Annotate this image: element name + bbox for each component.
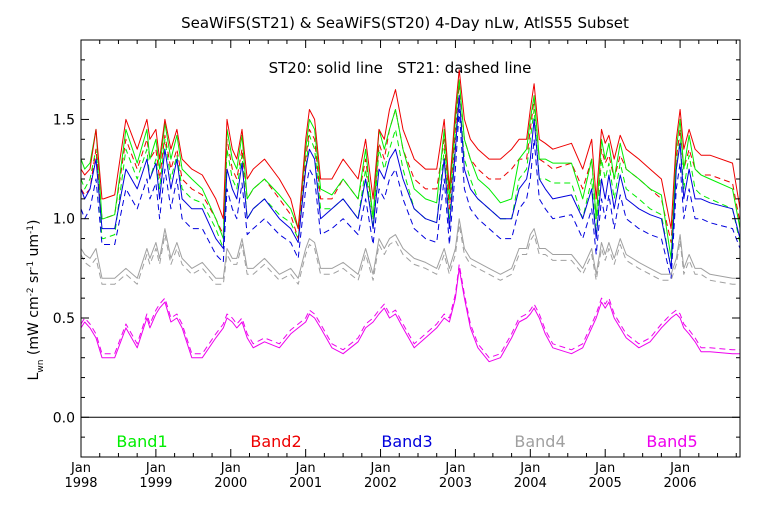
plot-frame [80,39,741,458]
chart-title: SeaWiFS(ST21) & SeaWiFS(ST20) 4-Day nLw,… [181,14,629,32]
series-line-band2-dashed [80,83,741,243]
series-line-band5-solid [80,267,740,363]
x-tick-month: Jan [669,461,690,476]
x-tick-month: Jan [70,461,91,476]
x-tick-month: Jan [145,461,166,476]
x-tick-year: 2001 [289,476,322,491]
legend-label-band1: Band1 [116,432,167,451]
series-line-band4-solid [80,218,740,279]
x-tick-month: Jan [370,461,391,476]
y-tick-label: 1.5 [53,112,75,128]
legend-label-band5: Band5 [646,432,697,451]
x-tick-year: 2002 [364,476,397,491]
y-axis-label: Lwn (mW cm-2 sr-1 um-1) [26,220,46,381]
line-style-annotation: ST20: solid line ST21: dashed line [269,59,532,77]
series-line-band3-solid [80,95,741,269]
axes: 0.00.51.01.5Jan1998Jan1999Jan2000Jan2001… [53,39,741,491]
x-tick-month: Jan [594,461,615,476]
x-tick-year: 2000 [214,476,247,491]
series-line-band3-dashed [80,109,741,279]
x-tick-year: 2005 [589,476,622,491]
svg-text:Lwn (mW cm-2 sr-1 um-1): Lwn (mW cm-2 sr-1 um-1) [26,220,46,381]
x-tick-year: 2006 [664,476,697,491]
x-tick-year: 1998 [64,476,97,491]
x-tick-year: 2003 [439,476,472,491]
x-tick-month: Jan [220,461,241,476]
y-tick-label: 0.5 [53,311,75,327]
x-tick-month: Jan [519,461,540,476]
series-line-band2-solid [80,69,741,230]
legend: Band1 Band2 Band3 Band4 Band5 [116,432,697,451]
x-tick-year: 1999 [139,476,172,491]
x-tick-month: Jan [444,461,465,476]
y-tick-label: 1.0 [53,212,75,228]
series-line-band1-solid [80,79,741,259]
legend-label-band3: Band3 [381,432,432,451]
x-tick-month: Jan [295,461,316,476]
series-line-band5-dashed [80,263,740,359]
legend-label-band4: Band4 [514,432,565,451]
series-line-band4-dashed [80,224,740,285]
x-tick-year: 2004 [514,476,547,491]
plot-area [80,69,741,418]
legend-label-band2: Band2 [250,432,301,451]
y-tick-label: 0.0 [53,410,75,426]
